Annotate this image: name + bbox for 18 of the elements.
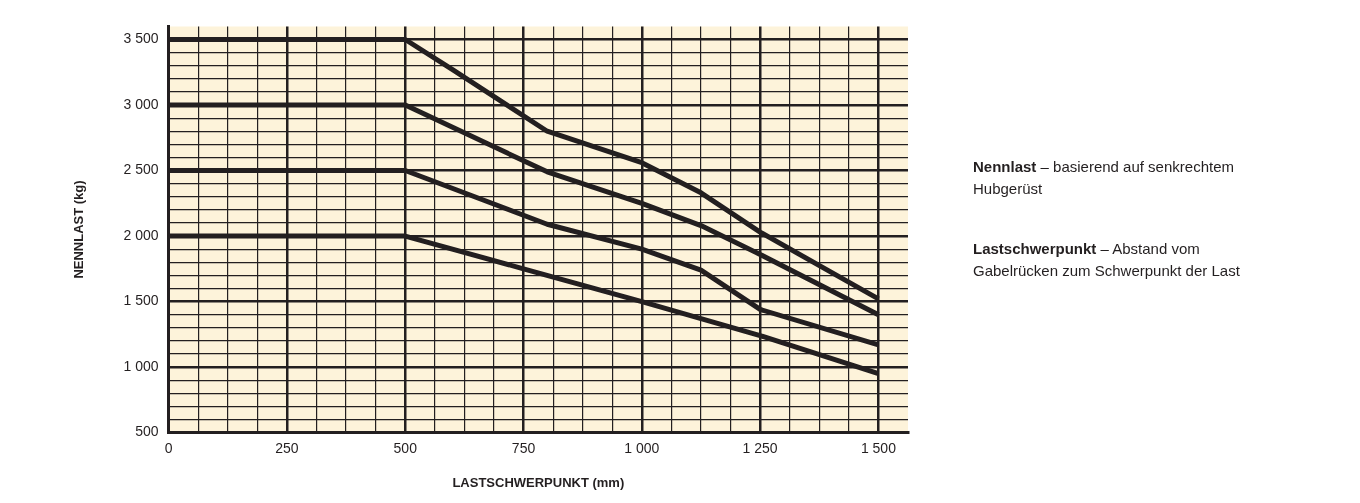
x-tick-label: 250 [275, 439, 299, 456]
y-tick-label: 3 000 [123, 95, 159, 112]
x-tick-label: 500 [393, 439, 418, 456]
y-tick-label: 1 000 [123, 357, 159, 374]
x-tick-label: 0 [164, 439, 173, 456]
y-axis-title: NENNLAST (kg) [71, 180, 87, 279]
x-tick-label: 1 000 [624, 439, 660, 456]
x-tick-label: 1 500 [860, 439, 897, 456]
y-tick-label: 2 000 [123, 226, 159, 243]
text: Nennlast – basierend auf senkrechtem Hubgerüst [973, 158, 1234, 197]
x-axis-title: LASTSCHWERPUNKT (mm) [452, 474, 625, 490]
y-tick-label: 3 500 [123, 30, 159, 47]
y-tick-label: 1 500 [123, 292, 159, 309]
x-tick-label: 750 [511, 439, 536, 456]
y-tick-label: 2 500 [123, 161, 159, 178]
y-tick-label: 500 [135, 423, 159, 440]
text: Lastschwerpunkt – Abstand vom Gabelrücken zum Schwerpunkt der Last [973, 240, 1240, 279]
x-tick-label: 1 250 [742, 439, 778, 456]
